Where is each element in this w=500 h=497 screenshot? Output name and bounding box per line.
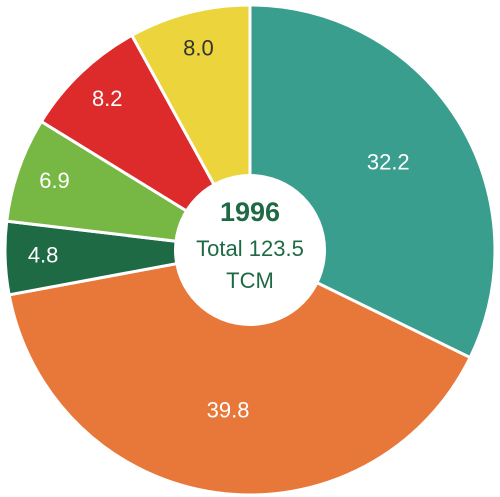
value-label: 4.8 [28,243,59,268]
value-label: 6.9 [39,168,70,193]
value-label: 8.0 [183,35,214,60]
center-unit: TCM [226,268,274,293]
value-label: 32.2 [367,149,410,174]
value-label: 8.2 [92,86,123,111]
center-title: 1996 [220,197,280,227]
center-total: Total 123.5 [196,236,304,261]
slice [7,248,473,497]
value-label: 39.8 [207,397,250,422]
labels: 32.2 39.8 4.8 6.9 8.2 8.0 [28,35,410,422]
center-hole [174,174,326,326]
